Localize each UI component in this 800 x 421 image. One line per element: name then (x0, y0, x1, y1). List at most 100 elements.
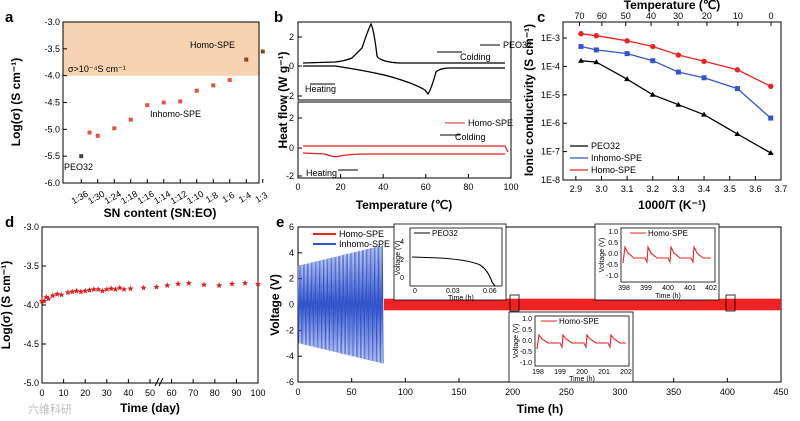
panel-d-point (216, 282, 223, 289)
panel-d: Time (day) Log(σ) (S cm⁻¹) -3.0 -3.5 -4.0 -… (0, 222, 266, 415)
inset-200-xlabel: Time (h) (569, 376, 595, 383)
panel-d-point (86, 287, 93, 293)
panel-a-point (95, 133, 100, 138)
panel-d-point (95, 286, 102, 292)
inset-peo32-ytick: 4 (400, 239, 404, 246)
panel-d-point (108, 285, 115, 292)
panel-d-point (229, 280, 236, 287)
panel-b-xtick-label: 0 (295, 182, 300, 192)
panel-d-ylabel: Log(σ) (S cm⁻¹) (0, 261, 13, 350)
panel-a-ytick-label: -5.5 (44, 151, 60, 161)
panel-a-label: a (5, 9, 14, 26)
panel-c-point (577, 57, 584, 63)
panel-e-inset-peo32: PEO32 0 0.03 0.06 Time (h) 4 2 0 Voltage… (393, 223, 507, 302)
panel-b-xtick-label: 60 (421, 182, 431, 192)
panel-b-xlabel: Temperature (℃) (356, 198, 453, 212)
panel-c-ytick-label: 1E-3 (541, 33, 560, 43)
panel-c-xtick-label: 3.4 (698, 184, 711, 194)
panel-d-point (77, 288, 84, 295)
panel-c-x2tick-label: 50 (621, 11, 631, 21)
panel-e-inset-homo-200h: Homo-SPE 198 199 200 201 202 Time (h) 1.… (508, 311, 634, 383)
panel-c-x2label: Temperature (℃) (624, 0, 721, 12)
panel-c-point (675, 52, 682, 58)
watermark: 六维科研 (28, 402, 72, 416)
panel-c-xlabel: 1000/T (K⁻¹) (638, 198, 706, 212)
panel-c-x2tick-label: 40 (646, 11, 656, 21)
inset-200-ytick: -0.5 (520, 349, 532, 356)
panel-e-ytick-label: 0 (289, 300, 294, 310)
panel-c-ytick-label: 1E-7 (541, 147, 560, 157)
panel-d-axis-break (154, 377, 164, 387)
panel-c-x2tick-label: 20 (702, 11, 712, 21)
panel-c-point (578, 31, 584, 37)
panel-e-legend-homo: Homo-SPE (339, 229, 384, 239)
inset-400-ytick: -1.0 (606, 273, 618, 280)
inset-400-ytick: 0.0 (608, 251, 618, 258)
panel-d-point (121, 286, 128, 292)
panel-c-legend-label: Homo-SPE (591, 165, 636, 175)
inset-200-xtick: 199 (554, 369, 566, 376)
panel-d-xlabel: Time (day) (120, 401, 180, 415)
panel-d-point (45, 295, 52, 302)
inset-400-xtick: 402 (705, 285, 717, 292)
inset-peo32-curve (411, 256, 496, 287)
panel-c-point (624, 38, 630, 44)
panel-a-point (87, 130, 92, 135)
panel-d-ytick-label: -4.5 (23, 339, 39, 349)
panel-b-homo-cooling-curve (303, 145, 509, 153)
inset-200-ytick: 0.5 (522, 327, 532, 334)
panel-a-ytick-label: -3.5 (44, 44, 60, 54)
panel-d-xtick-label: 50 (145, 388, 155, 398)
panel-e-ylabel: Voltage (V) (268, 274, 282, 336)
panel-c-point (701, 58, 707, 64)
inset-400-ylabel: Voltage (V) (599, 238, 606, 273)
panel-b-top-ytick-label: 0 (289, 61, 294, 71)
panel-e-inset-homo-400h: Homo-SPE 398 399 400 401 402 Time (h) 1.… (594, 223, 720, 301)
panel-e-xtick-label: 100 (398, 387, 413, 397)
panel-e-xtick-label: 150 (451, 387, 466, 397)
panel-d-xtick-label: 100 (250, 388, 265, 398)
panel-d-point (69, 288, 76, 295)
panel-c-point (650, 58, 656, 64)
inset-400-xtick: 401 (684, 285, 696, 292)
panel-b: PEO32 Colding Heating Homo-SPE Colding H… (276, 21, 532, 212)
panel-a-point (112, 126, 117, 131)
panel-b-label: b (274, 9, 283, 26)
panel-b-peo-cooling-curve (302, 22, 505, 64)
panel-c-series-line (580, 33, 771, 87)
inset-200-ytick: 1.0 (522, 316, 532, 323)
panel-e-xtick-label: 250 (559, 387, 574, 397)
panel-d-ytick-label: -5.0 (23, 378, 39, 388)
panel-c-point (734, 130, 741, 136)
panel-d-point (140, 284, 147, 291)
panel-a-xtick-label: 1:8 (204, 190, 220, 205)
panel-d-xtick-label: 10 (59, 388, 69, 398)
panel-e-zoom-box-400h (725, 294, 736, 312)
panel-b-xtick-label: 20 (336, 182, 346, 192)
panel-c-point (649, 91, 656, 97)
inset-200-curve (536, 333, 626, 350)
panel-d-point (54, 290, 61, 297)
panel-c-legend-label: PEO32 (591, 141, 620, 151)
panel-c-point (624, 51, 630, 57)
inset-peo32-xtick: 0.06 (483, 288, 497, 295)
panel-d-xtick-label: 30 (102, 388, 112, 398)
panel-b-xtick-label: 100 (503, 182, 518, 192)
panel-c-xtick-label: 3.3 (672, 184, 685, 194)
panel-a-peo-label: PEO32 (64, 162, 93, 172)
inset-400-ytick: 1.0 (608, 229, 618, 236)
panel-d-point (153, 283, 160, 290)
panel-d-xtick-label: 70 (188, 388, 198, 398)
panel-a-ylabel: Log(σ) (S cm⁻¹) (9, 58, 23, 147)
panel-c-x2tick-label: 70 (574, 11, 584, 21)
panel-e-ytick-label: 2 (289, 274, 294, 284)
panel-b-top-heating: Heating (305, 84, 336, 94)
panel-d-point (201, 281, 207, 288)
inset-400-legend: Homo-SPE (648, 229, 688, 238)
panel-d-point (49, 292, 56, 299)
panel-c-ytick-label: 1E-5 (541, 90, 560, 100)
inset-200-xtick: 202 (620, 369, 632, 376)
panel-d-xtick-label: 0 (39, 388, 44, 398)
